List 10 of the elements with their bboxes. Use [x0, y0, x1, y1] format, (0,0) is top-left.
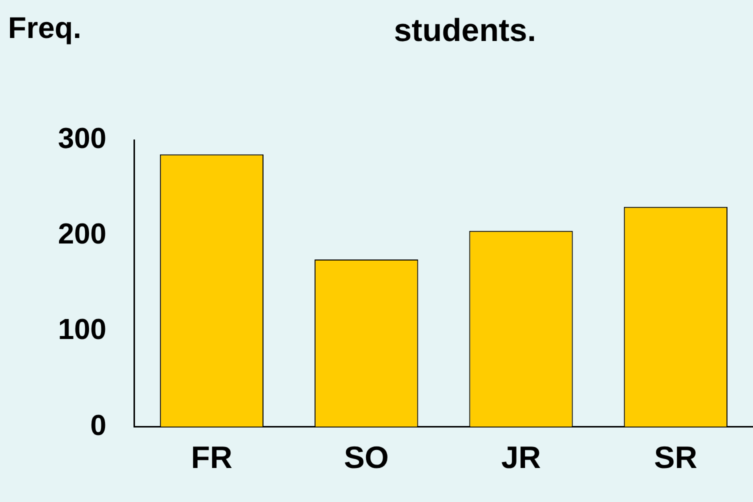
y-tick-label: 0 [90, 410, 106, 442]
x-tick-label: JR [501, 440, 541, 475]
x-tick-label: FR [191, 440, 232, 475]
x-tick-label: SO [344, 440, 389, 475]
x-tick-label: SR [654, 440, 698, 475]
y-tick-label: 100 [58, 314, 106, 346]
chart-title: students. [392, 12, 538, 49]
y-axis-title: Freq. [8, 12, 82, 46]
y-tick-label: 200 [58, 218, 106, 251]
y-tick-label: 300 [58, 123, 106, 155]
